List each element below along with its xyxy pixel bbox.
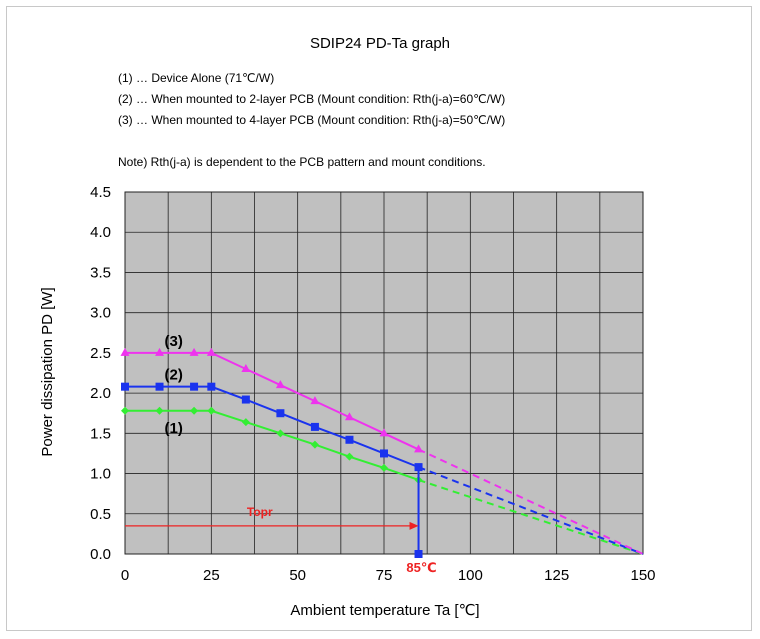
data-point <box>345 452 354 461</box>
y-tick-label: 1.5 <box>90 425 111 442</box>
note-line-3: (3) … When mounted to 4-layer PCB (Mount… <box>118 113 505 127</box>
plot-area: 0.0 0.5 1.0 1.5 2.0 2.5 3.0 3.5 4.0 4.5 0 25 50 75 100… <box>90 184 655 584</box>
data-point <box>310 396 320 405</box>
x-tick-label: 0 <box>121 567 129 584</box>
data-point <box>190 406 199 415</box>
y-tick-label: 2.5 <box>90 345 111 362</box>
x-tick-label: 150 <box>630 567 655 584</box>
data-point <box>276 429 285 438</box>
topr-label: Topr <box>247 505 273 519</box>
y-axis-label: Power dissipation PD [W] <box>39 287 56 456</box>
x-tick-label: 50 <box>289 567 306 584</box>
topr-arrow-head <box>409 521 419 530</box>
data-point <box>207 382 216 391</box>
limit-drop-marker <box>414 550 423 558</box>
data-point <box>276 409 285 418</box>
data-point <box>345 435 354 444</box>
extrapolation-line <box>418 448 644 555</box>
data-point <box>414 463 423 472</box>
series-3: (3) <box>120 333 644 555</box>
data-point <box>310 422 319 431</box>
data-point <box>121 406 129 415</box>
series-label: (2) <box>165 367 183 384</box>
y-tick-label: 4.5 <box>90 184 111 201</box>
data-point <box>155 406 164 415</box>
chart-title: SDIP24 PD-Ta graph <box>310 35 450 52</box>
data-point <box>121 382 129 391</box>
note-line-2: (2) … When mounted to 2-layer PCB (Mount… <box>118 92 505 106</box>
data-point <box>155 382 164 391</box>
y-tick-label: 2.0 <box>90 385 111 402</box>
data-point <box>241 418 250 427</box>
data-point <box>206 347 216 356</box>
data-point <box>310 440 319 449</box>
limit-temperature-label: 85℃ <box>406 560 436 575</box>
data-point <box>380 449 388 458</box>
data-point <box>241 363 251 372</box>
data-point <box>344 412 354 421</box>
data-point <box>380 463 388 472</box>
series-label: (3) <box>165 333 183 350</box>
data-point <box>120 347 130 356</box>
remark-text: Note) Rth(j-a) is dependent to the PCB p… <box>118 155 486 169</box>
series-line <box>125 409 419 481</box>
y-tick-label: 4.0 <box>90 224 111 241</box>
y-tick-label: 3.5 <box>90 264 111 281</box>
y-tick-label: 3.0 <box>90 305 111 322</box>
data-point <box>155 347 165 356</box>
y-tick-label: 0.5 <box>90 506 111 523</box>
x-tick-label: 75 <box>376 567 393 584</box>
note-line-1: (1) … Device Alone (71℃/W) <box>118 71 274 85</box>
x-tick-label: 125 <box>544 567 569 584</box>
series-label: (1) <box>165 420 183 437</box>
series-2: (2) <box>121 367 644 558</box>
data-point <box>207 406 216 415</box>
data-point <box>190 382 199 391</box>
extrapolation-line <box>418 466 644 555</box>
y-tick-label: 0.0 <box>90 546 111 563</box>
x-tick-label: 25 <box>203 567 220 584</box>
series-line <box>125 385 419 469</box>
x-tick-label: 100 <box>458 567 483 584</box>
x-axis-label: Ambient temperature Ta [℃] <box>290 602 479 619</box>
y-tick-label: 1.0 <box>90 466 111 483</box>
data-point <box>241 395 250 404</box>
data-point <box>275 380 285 389</box>
data-point <box>414 444 424 453</box>
extrapolation-line <box>418 479 644 555</box>
data-point <box>379 428 389 437</box>
series-line <box>125 351 419 451</box>
series-1: (1) <box>121 406 644 555</box>
data-point <box>189 347 199 356</box>
